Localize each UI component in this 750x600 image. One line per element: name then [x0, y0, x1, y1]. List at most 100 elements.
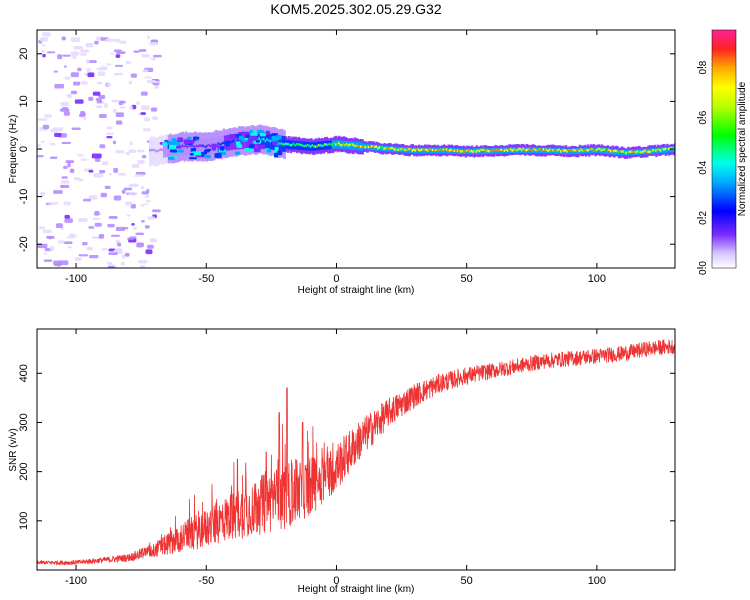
spectrogram-core-cell: [464, 150, 468, 153]
spectrogram-core-cell: [355, 144, 358, 147]
spectrogram-noise-cell: [49, 246, 55, 251]
spectrogram-core-cell: [380, 145, 383, 149]
colorbar-tick-label: 0.4: [698, 160, 709, 174]
spectrogram-noise-cell: [80, 81, 88, 85]
spectrogram-noise-cell: [152, 209, 161, 213]
spectrogram-noise-cell: [115, 120, 123, 125]
spectrogram-band-cell: [661, 147, 665, 154]
spectrogram-noise-cell: [112, 108, 117, 113]
spectrogram-noise-cell: [145, 193, 150, 199]
colorbar-tick-label: 0.0: [698, 261, 709, 275]
spectrogram-core-cell: [450, 148, 454, 152]
spectrogram-core-cell: [567, 148, 571, 152]
spectrogram-noise-cell: [82, 198, 92, 202]
spectrogram-core-cell: [420, 148, 424, 152]
spectrogram-x-tick-label: 0: [333, 273, 339, 285]
spectrogram-band-cell: [375, 144, 379, 151]
spectrogram-band-cell: [350, 141, 354, 150]
spectrogram-core-cell: [550, 149, 554, 152]
spectrogram-core-cell: [353, 144, 357, 148]
spectrogram-band-cell: [481, 148, 485, 154]
spectrogram-noise-cell: [128, 191, 134, 195]
spectrogram-core-cell: [475, 150, 479, 153]
spectrogram-core-cell: [558, 148, 561, 151]
spectrogram-core-cell: [478, 149, 482, 153]
spectrogram-core-cell: [188, 144, 191, 147]
spectrogram-core-cell: [555, 150, 558, 153]
spectrogram-core-cell: [602, 148, 605, 151]
spectrogram-core-cell: [292, 142, 296, 145]
spectrogram-noise-cell: [61, 176, 68, 179]
spectrogram-blob-cell: [189, 152, 194, 156]
spectrogram-core-cell: [216, 143, 219, 146]
spectrogram-noise-cell: [55, 223, 63, 228]
spectrogram-core-cell: [653, 149, 657, 152]
spectrogram-core-cell: [548, 148, 552, 151]
spectrogram-core-cell: [633, 150, 636, 154]
spectrogram-core-cell: [202, 144, 205, 147]
spectrogram-noise-cell: [87, 72, 95, 78]
spectrogram-blob-cell: [222, 151, 226, 155]
spectrogram-noise-cell: [115, 149, 125, 154]
spectrogram-core-cell: [416, 147, 419, 151]
spectrogram-noise-cell: [47, 51, 56, 54]
spectrogram-core-cell: [161, 148, 165, 152]
spectrogram-noise-cell: [57, 240, 65, 244]
spectrogram-core-cell: [650, 150, 654, 153]
spectrogram-core-cell: [150, 148, 154, 152]
spectrogram-core-cell: [217, 142, 221, 145]
spectrogram-noise-cell: [67, 246, 72, 249]
spectrogram-blob-cell: [238, 131, 245, 135]
spectrogram-noise-cell: [42, 32, 51, 37]
spectrogram-noise-cell: [116, 51, 126, 55]
spectrogram-core-cell: [489, 149, 493, 152]
spectrogram-core-cell: [198, 144, 202, 147]
spectrogram-core-cell: [311, 143, 315, 147]
spectrogram-core-cell: [244, 139, 247, 142]
spectrogram-core-cell: [652, 149, 655, 152]
spectrogram-core-cell: [573, 149, 577, 152]
spectrogram-core-cell: [328, 142, 332, 146]
spectrogram-blob-cell: [249, 144, 255, 149]
spectrogram-core-cell: [427, 149, 430, 152]
spectrogram-noise-cell: [140, 185, 145, 190]
spectrogram-noise-cell: [53, 260, 62, 266]
spectrogram-noise-cell: [96, 67, 105, 71]
spectrogram-core-cell: [245, 139, 249, 142]
spectrogram-core-cell: [525, 149, 529, 152]
spectrogram-core-cell: [461, 150, 465, 153]
spectrogram-noise-cell: [96, 81, 103, 85]
spectrogram-y-tick-label: 20: [18, 48, 30, 60]
spectrogram-noise-cell: [81, 112, 86, 117]
spectrogram-core-cell: [606, 149, 610, 152]
spectrogram-noise-cell: [141, 155, 147, 159]
spectrogram-core-cell: [544, 148, 547, 151]
spectrogram-noise-cell: [63, 65, 67, 68]
spectrogram-core-cell: [284, 142, 288, 145]
spectrogram-core-cell: [491, 149, 494, 153]
spectrogram-noise-cell: [41, 49, 45, 53]
spectrogram-noise-cell: [85, 42, 94, 48]
spectrogram-noise-cell: [48, 202, 59, 205]
spectrogram-noise-cell: [92, 217, 101, 220]
spectrogram-noise-cell: [93, 173, 104, 178]
spectrogram-noise-cell: [110, 52, 115, 55]
spectrogram-core-cell: [619, 150, 622, 153]
spectrogram-core-cell: [220, 142, 224, 146]
spectrogram-core-cell: [620, 150, 624, 153]
spectrogram-noise-cell: [44, 114, 52, 118]
spectrogram-core-cell: [638, 150, 641, 153]
spectrogram-core-cell: [545, 148, 549, 152]
spectrogram-core-cell: [359, 145, 363, 148]
spectrogram-noise-cell: [140, 265, 146, 268]
spectrogram-core-cell: [483, 148, 486, 152]
spectrogram-core-cell: [569, 149, 572, 152]
spectrogram-noise-cell: [94, 40, 99, 45]
spectrogram-noise-cell: [98, 114, 107, 119]
spectrogram-core-cell: [194, 145, 197, 149]
spectrogram-noise-cell: [73, 45, 84, 50]
spectrogram-band-cell: [480, 148, 483, 155]
spectrogram-noise-cell: [131, 163, 140, 168]
spectrogram-core-cell: [283, 143, 286, 146]
spectrogram-core-cell: [197, 144, 201, 148]
